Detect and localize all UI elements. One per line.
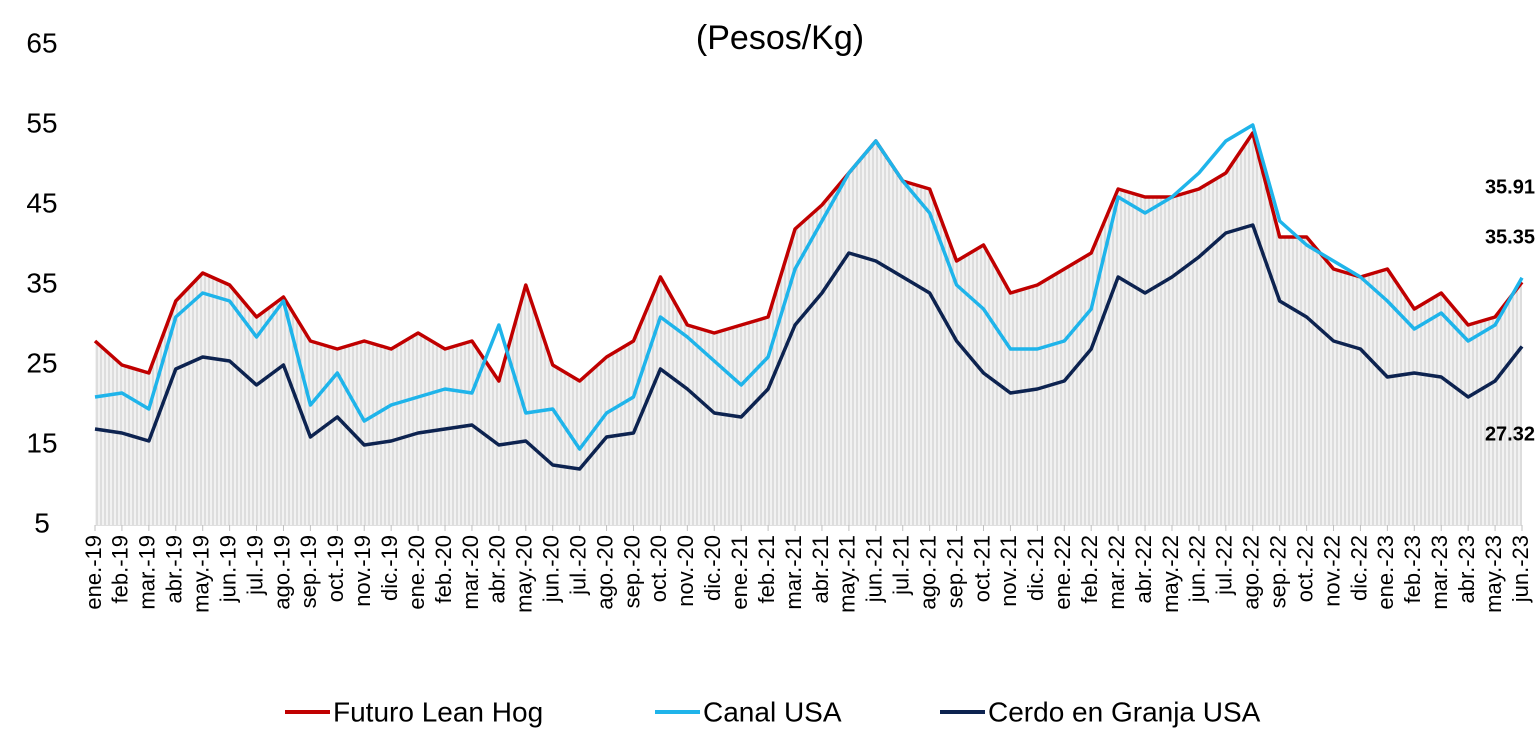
x-tick-label: oct.-20 xyxy=(646,535,671,602)
x-tick-label: jul.-20 xyxy=(565,535,590,596)
x-tick-label: abr.-21 xyxy=(808,535,833,604)
x-tick-label: nov.-21 xyxy=(996,535,1021,607)
chart-title: (Pesos/Kg) xyxy=(696,19,864,57)
x-tick-label: oct.-21 xyxy=(969,535,994,602)
x-tick-label: may.-23 xyxy=(1481,535,1506,613)
x-tick-label: dic.-19 xyxy=(377,535,402,601)
x-tick-label: jun.-22 xyxy=(1185,535,1210,603)
x-tick-label: nov.-22 xyxy=(1319,535,1344,607)
x-tick-label: oct.-22 xyxy=(1292,535,1317,602)
x-tick-label: dic.-20 xyxy=(700,535,725,601)
x-tick-label: feb.-21 xyxy=(754,535,779,604)
series-line xyxy=(94,123,1524,451)
x-tick-label: jul.-21 xyxy=(889,535,914,596)
x-tick-label: mar.-22 xyxy=(1104,535,1129,610)
x-tick-label: ago.-19 xyxy=(269,535,294,610)
x-tick-label: ene.-20 xyxy=(404,535,429,610)
x-tick-label: sep.-20 xyxy=(619,535,644,608)
x-tick-label: mar.-21 xyxy=(781,535,806,610)
x-tick-label: sep.-19 xyxy=(296,535,321,608)
y-tick-label: 35 xyxy=(26,267,57,298)
legend-label: Futuro Lean Hog xyxy=(333,696,543,727)
x-tick-label: jun.-21 xyxy=(862,535,887,603)
x-tick-label: ago.-21 xyxy=(915,535,940,610)
y-tick-label: 25 xyxy=(26,347,57,378)
y-tick-label: 15 xyxy=(26,427,57,458)
x-tick-label: jul.-19 xyxy=(242,535,267,596)
y-tick-label: 55 xyxy=(26,107,57,138)
x-tick-label: dic.-21 xyxy=(1023,535,1048,601)
series-line xyxy=(93,131,1524,383)
y-tick-label: 45 xyxy=(26,187,57,218)
legend: Futuro Lean Hog Canal USA Cerdo en Granja … xyxy=(285,696,1261,727)
x-tick-label: may.-22 xyxy=(1158,535,1183,613)
x-tick-label: sep.-21 xyxy=(942,535,967,608)
x-tick-label: feb.-22 xyxy=(1077,535,1102,604)
x-tick-label: dic.-22 xyxy=(1346,535,1371,601)
x-tick-label: ago.-22 xyxy=(1239,535,1264,610)
x-tick-label: jun.-20 xyxy=(539,535,564,603)
series-line xyxy=(94,223,1524,471)
data-label: 35.91 xyxy=(1485,176,1535,198)
x-tick-label: may.-20 xyxy=(512,535,537,613)
legend-label: Canal USA xyxy=(703,696,842,727)
x-tick-label: oct.-19 xyxy=(323,535,348,602)
x-tick-label: may.-21 xyxy=(835,535,860,613)
x-tick-label: mar.-19 xyxy=(135,535,160,610)
x-tick-label: abr.-23 xyxy=(1454,535,1479,604)
x-tick-label: feb.-20 xyxy=(431,535,456,604)
x-tick-label: mar.-20 xyxy=(458,535,483,610)
x-tick-label: may.-19 xyxy=(189,535,214,613)
x-tick-label: jul.-22 xyxy=(1212,535,1237,596)
y-tick-label: 65 xyxy=(26,27,57,58)
x-tick-label: nov.-20 xyxy=(673,535,698,607)
x-tick-label: feb.-19 xyxy=(108,535,133,604)
x-tick-label: mar.-23 xyxy=(1427,535,1452,610)
data-label: 35.35 xyxy=(1485,226,1535,248)
x-tick-label: jun.-23 xyxy=(1508,535,1533,603)
x-tick-label: ago.-20 xyxy=(592,535,617,610)
x-tick-label: feb.-23 xyxy=(1400,535,1425,604)
x-tick-label: ene.-23 xyxy=(1373,535,1398,610)
x-tick-label: ene.-21 xyxy=(727,535,752,610)
data-label: 27.32 xyxy=(1485,423,1535,445)
x-tick-label: jun.-19 xyxy=(215,535,240,603)
y-tick-label: 5 xyxy=(34,507,50,538)
x-tick-label: ene.-22 xyxy=(1050,535,1075,610)
x-tick-label: abr.-19 xyxy=(162,535,187,604)
x-tick-label: abr.-20 xyxy=(485,535,510,604)
legend-label: Cerdo en Granja USA xyxy=(988,696,1261,727)
x-tick-label: abr.-22 xyxy=(1131,535,1156,604)
x-tick-label: ene.-19 xyxy=(81,535,106,610)
area xyxy=(95,133,1522,525)
x-tick-label: nov.-19 xyxy=(350,535,375,607)
x-tick-label: sep.-22 xyxy=(1265,535,1290,608)
